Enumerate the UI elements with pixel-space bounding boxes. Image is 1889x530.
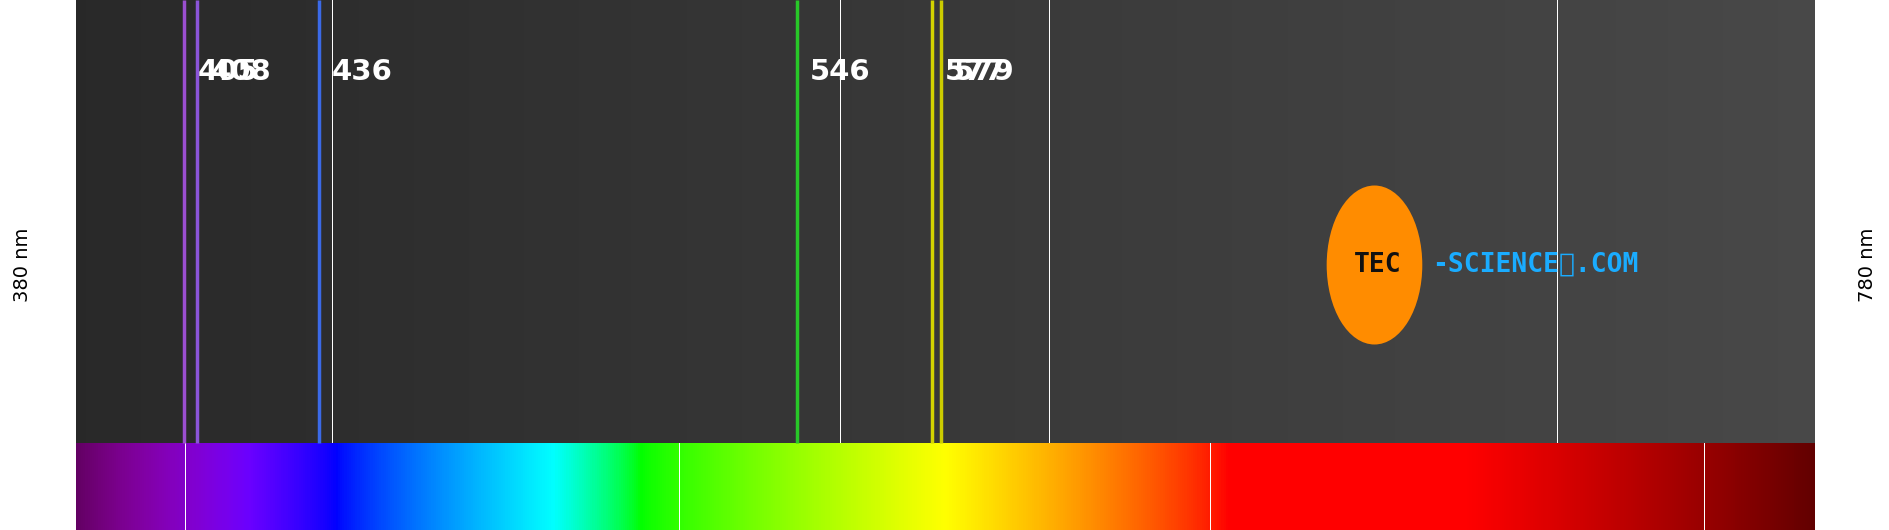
Text: 408: 408 <box>210 58 270 85</box>
Text: 579: 579 <box>954 58 1014 85</box>
Text: TEC: TEC <box>1353 252 1402 278</box>
Text: 380 nm: 380 nm <box>13 228 32 302</box>
Text: 780 nm: 780 nm <box>1857 228 1876 302</box>
Text: 405: 405 <box>196 58 257 85</box>
Text: 577: 577 <box>944 58 1005 85</box>
Text: 436: 436 <box>332 58 393 85</box>
Text: 546: 546 <box>810 58 871 85</box>
Text: -SCIENCE​.COM: -SCIENCE​.COM <box>1432 252 1638 278</box>
Ellipse shape <box>1326 186 1422 344</box>
